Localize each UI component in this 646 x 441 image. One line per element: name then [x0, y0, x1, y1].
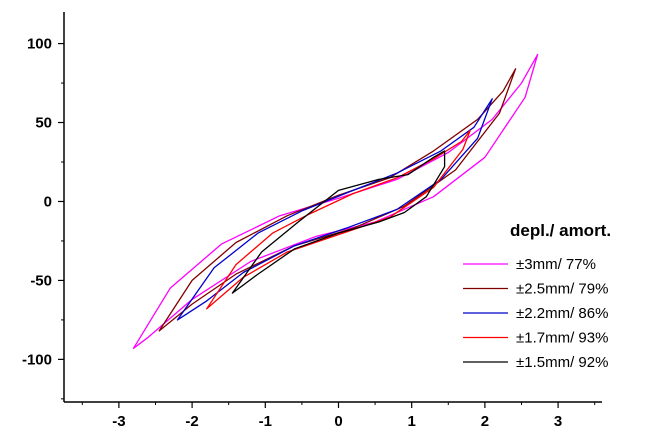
legend-title: depl./ amort.: [510, 221, 611, 240]
y-tick-label-2: 0: [44, 193, 52, 210]
series-line-4: [231, 150, 446, 294]
series-line-1: [158, 68, 517, 332]
x-tick-label-6: 3: [554, 413, 562, 430]
y-tick-label-0: -100: [22, 351, 52, 368]
legend-label-3: ±1.7mm/ 93%: [516, 330, 608, 347]
x-tick-label-1: -2: [185, 413, 198, 430]
x-tick-label-2: -1: [259, 413, 272, 430]
legend-label-0: ±3mm/ 77%: [516, 256, 596, 273]
legend-label-1: ±2.5mm/ 79%: [516, 281, 608, 298]
axes: -3 -2 -1 0 1 2 3 -100 -50 0 50 100: [22, 12, 602, 430]
plot-lines: [132, 53, 539, 349]
x-tick-label-3: 0: [334, 413, 342, 430]
series-line-2: [176, 98, 493, 321]
x-tick-label-5: 2: [481, 413, 489, 430]
x-tick-label-4: 1: [408, 413, 416, 430]
legend-label-2: ±2.2mm/ 86%: [516, 305, 608, 322]
y-tick-label-1: -50: [30, 272, 52, 289]
y-tick-label-4: 100: [27, 36, 52, 53]
y-tick-label-3: 50: [35, 115, 52, 132]
legend: depl./ amort. ±3mm/ 77% ±2.5mm/ 79% ±2.2mm/…: [463, 221, 611, 371]
series-line-0: [132, 53, 539, 349]
series-line-3: [206, 129, 471, 310]
x-tick-label-0: -3: [112, 413, 125, 430]
legend-label-4: ±1.5mm/ 92%: [516, 354, 608, 371]
